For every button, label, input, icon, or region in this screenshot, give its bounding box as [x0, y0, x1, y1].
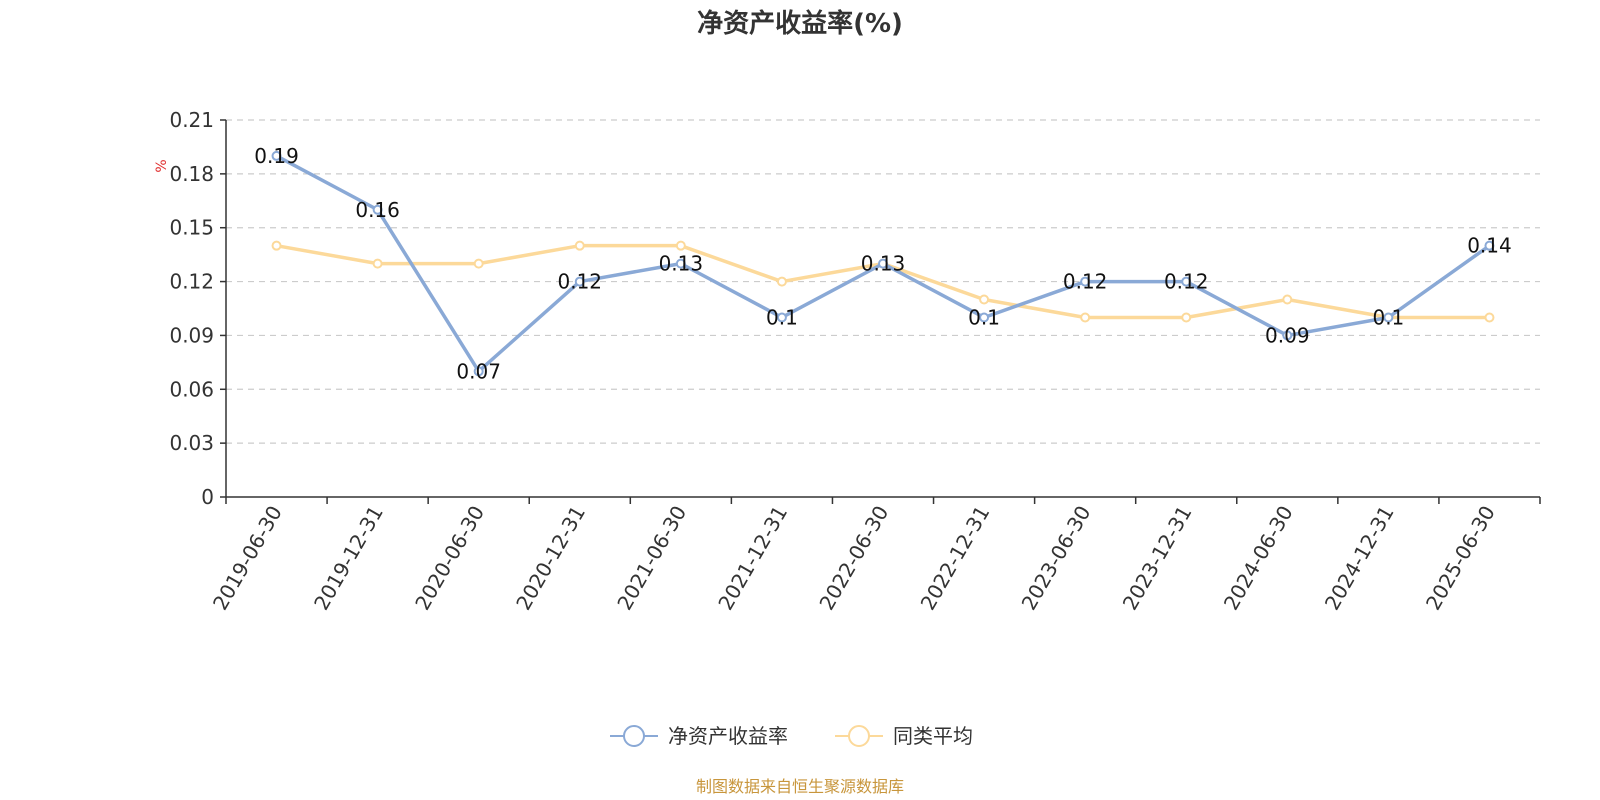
- series-lines: [271, 150, 1495, 377]
- grid-lines: [226, 119, 1540, 444]
- legend-item[interactable]: 同类平均: [835, 724, 973, 748]
- legend-marker: [848, 725, 870, 747]
- data-point[interactable]: [675, 240, 686, 251]
- data-point[interactable]: [574, 240, 585, 251]
- y-tick-label: 0.21: [169, 108, 214, 132]
- y-axis-unit: %: [154, 159, 170, 172]
- x-tick-label: 2023-06-30: [1017, 502, 1096, 615]
- legend-marker: [623, 725, 645, 747]
- data-labels: 0.19 0.16 0.07 0.12 0.13 0.1 0.13 0.1 0.12 0.12 0.…: [254, 144, 1511, 383]
- data-point[interactable]: [372, 258, 383, 269]
- y-tick-label: 0.09: [169, 323, 214, 347]
- data-label: 0.13: [861, 252, 906, 276]
- legend[interactable]: 净资产收益率 同类平均: [610, 724, 973, 748]
- x-tick-label: 2019-12-31: [309, 502, 388, 615]
- x-tick-label: 2021-12-31: [713, 502, 792, 615]
- y-tick-label: 0.03: [169, 431, 214, 455]
- data-label: 0.12: [1164, 270, 1209, 294]
- data-point[interactable]: [574, 276, 585, 287]
- data-label: 0.12: [558, 270, 603, 294]
- data-point[interactable]: [1484, 312, 1495, 323]
- data-point[interactable]: [271, 240, 282, 251]
- y-tick-label: 0.12: [169, 270, 214, 294]
- data-point[interactable]: [979, 312, 990, 323]
- data-label: 0.13: [659, 252, 704, 276]
- x-tick-label: 2023-12-31: [1118, 502, 1197, 615]
- data-label: 0.12: [1063, 270, 1108, 294]
- y-tick-labels: 0 0.03 0.06 0.09 0.12 0.15 0.18 0.21: [169, 108, 214, 509]
- y-tick-label: 0.15: [169, 216, 214, 240]
- data-point[interactable]: [473, 366, 484, 377]
- x-tick-label: 2021-06-30: [612, 502, 691, 615]
- x-tick-label: 2025-06-30: [1421, 502, 1500, 615]
- data-label: 0.1: [968, 305, 1000, 329]
- x-tick-label: 2020-12-31: [511, 502, 590, 615]
- data-point[interactable]: [1383, 312, 1394, 323]
- x-tick-labels: 2019-06-30 2019-12-31 2020-06-30 2020-12-31…: [208, 502, 1500, 615]
- data-point[interactable]: [1181, 312, 1192, 323]
- data-label: 0.1: [766, 305, 798, 329]
- data-point[interactable]: [372, 204, 383, 215]
- data-label: 0.19: [254, 144, 299, 168]
- data-point[interactable]: [1080, 312, 1091, 323]
- legend-item[interactable]: 净资产收益率: [610, 724, 788, 748]
- data-point[interactable]: [776, 312, 787, 323]
- x-tick-label: 2022-06-30: [814, 502, 893, 615]
- x-tick-label: 2024-12-31: [1320, 502, 1399, 615]
- x-tick-label: 2020-06-30: [410, 502, 489, 615]
- data-label: 0.14: [1467, 234, 1512, 258]
- chart-title: 净资产收益率(%): [697, 8, 903, 39]
- x-tick-label: 2022-12-31: [916, 502, 995, 615]
- data-point[interactable]: [1282, 330, 1293, 341]
- y-tick-label: 0.18: [169, 162, 214, 186]
- data-point[interactable]: [776, 276, 787, 287]
- legend-label: 净资产收益率: [668, 724, 788, 748]
- data-label: 0.07: [456, 359, 501, 383]
- y-tick-label: 0.06: [169, 377, 214, 401]
- data-point[interactable]: [675, 258, 686, 269]
- x-tick-label: 2019-06-30: [208, 502, 287, 615]
- y-tick-label: 0: [201, 485, 214, 509]
- data-label: 0.16: [355, 198, 400, 222]
- data-label: 0.1: [1372, 305, 1404, 329]
- data-label: 0.09: [1265, 323, 1310, 347]
- data-point[interactable]: [878, 258, 888, 269]
- source-note: 制图数据来自恒生聚源数据库: [696, 777, 904, 796]
- x-tick-label: 2024-06-30: [1219, 502, 1298, 615]
- data-point[interactable]: [979, 294, 990, 305]
- axes: [220, 119, 1541, 504]
- data-point[interactable]: [271, 150, 282, 161]
- legend-label: 同类平均: [893, 724, 973, 748]
- data-point[interactable]: [1282, 294, 1293, 305]
- data-point[interactable]: [1080, 276, 1091, 287]
- data-point[interactable]: [1484, 240, 1495, 251]
- data-point[interactable]: [473, 258, 484, 269]
- data-point[interactable]: [1181, 276, 1192, 287]
